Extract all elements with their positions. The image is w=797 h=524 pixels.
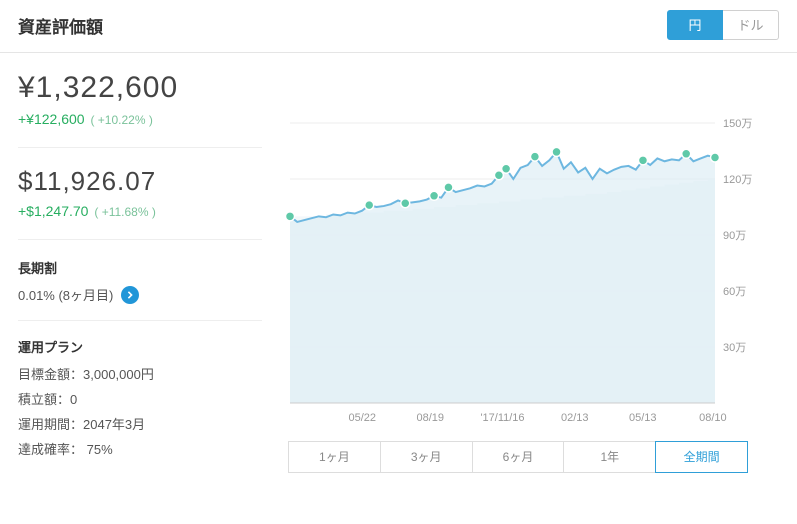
range-tab-4[interactable]: 全期間 [655, 441, 748, 473]
longterm-value: 0.01% (8ヶ月目) [18, 285, 113, 304]
yen-delta-pct: ( +10.22% ) [90, 113, 152, 127]
usd-delta: +$1,247.70 ( +11.68% ) [18, 203, 262, 219]
range-tab-0[interactable]: 1ヶ月 [289, 442, 381, 472]
svg-text:05/13: 05/13 [629, 412, 657, 424]
portfolio-chart[interactable]: 30万 60万 90万 120万 150万 05/22 08/19 '17/11/16 02/1… [280, 83, 760, 473]
range-tab-2[interactable]: 6ヶ月 [473, 442, 565, 472]
svg-text:30万: 30万 [723, 342, 746, 354]
yen-amount: ¥1,322,600 [18, 71, 262, 105]
plan-reserve-label: 積立額： [18, 392, 70, 407]
svg-text:02/13: 02/13 [561, 412, 589, 424]
currency-yen-button[interactable]: 円 [667, 10, 723, 40]
plan-reserve-value: 0 [70, 392, 77, 407]
range-tab-1[interactable]: 3ヶ月 [381, 442, 473, 472]
usd-amount: $11,926.07 [18, 166, 262, 197]
page-title: 資産評価額 [18, 13, 103, 38]
usd-delta-value: +$1,247.70 [18, 203, 88, 219]
svg-text:08/10: 08/10 [699, 412, 727, 424]
svg-text:150万: 150万 [723, 118, 752, 130]
plan-title: 運用プラン [18, 337, 262, 356]
svg-text:05/22: 05/22 [348, 412, 376, 424]
longterm-title: 長期割 [18, 258, 262, 277]
svg-text:90万: 90万 [723, 230, 746, 242]
plan-prob-value: 75% [87, 442, 113, 457]
range-tab-3[interactable]: 1年 [564, 442, 656, 472]
svg-text:08/19: 08/19 [416, 412, 444, 424]
yen-delta-value: +¥122,600 [18, 111, 85, 127]
plan-prob-label: 達成確率： [18, 442, 87, 457]
currency-toggle: 円 ドル [667, 10, 779, 40]
svg-text:120万: 120万 [723, 174, 752, 186]
usd-delta-pct: ( +11.68% ) [94, 205, 155, 219]
plan-target-value: 3,000,000円 [83, 367, 154, 382]
longterm-arrow-icon[interactable] [121, 286, 139, 304]
svg-text:'17/11/16: '17/11/16 [480, 412, 524, 424]
range-tabs: 1ヶ月3ヶ月6ヶ月1年全期間 [288, 441, 748, 473]
plan-period-label: 運用期間： [18, 417, 83, 432]
plan-target-label: 目標金額： [18, 367, 83, 382]
plan-period-value: 2047年3月 [83, 417, 145, 432]
svg-text:60万: 60万 [723, 286, 746, 298]
currency-usd-button[interactable]: ドル [723, 10, 779, 40]
yen-delta: +¥122,600 ( +10.22% ) [18, 111, 262, 127]
